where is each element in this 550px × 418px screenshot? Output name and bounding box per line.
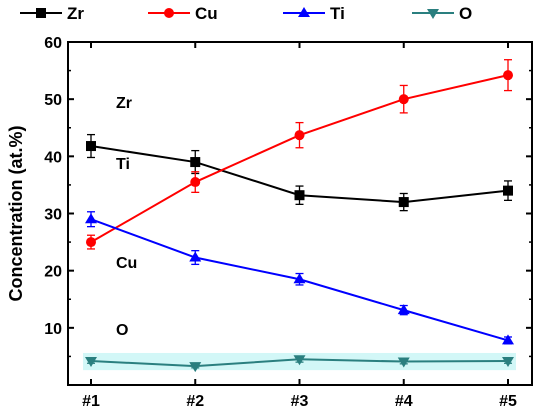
legend-label: Ti [330, 4, 345, 23]
legend-label: Zr [67, 4, 84, 23]
data-point-ti [85, 213, 97, 224]
y-tick-label: 20 [44, 264, 62, 281]
legend-marker [164, 8, 174, 18]
data-point-zr [503, 185, 513, 196]
plot-border [67, 41, 533, 386]
data-point-cu [86, 237, 96, 248]
series-layer [83, 59, 516, 373]
data-point-zr [294, 190, 305, 201]
annotation-label: O [116, 322, 128, 339]
series-line-cu [90, 74, 509, 243]
data-point-o [85, 356, 97, 367]
data-point-cu [503, 70, 513, 81]
legend-item-zr: Zr [20, 4, 84, 23]
data-point-o [397, 357, 410, 368]
y-tick-label: 50 [44, 92, 62, 109]
data-point-ti [293, 273, 306, 284]
annotations: Zr Ti Cu O [116, 95, 137, 339]
data-point-o [502, 356, 514, 367]
legend-marker [298, 7, 310, 17]
annotation-label: Ti [116, 156, 130, 173]
data-point-zr [398, 197, 409, 208]
data-point-zr [86, 141, 96, 152]
data-point-zr [190, 157, 201, 168]
y-tick-label: 60 [44, 35, 62, 52]
y-tick-label: 10 [44, 321, 62, 338]
legend-item-ti: Ti [283, 4, 345, 23]
x-tick-label: #2 [186, 393, 204, 410]
annotation-label: Zr [116, 95, 132, 112]
series-ti [85, 211, 514, 345]
x-tick-label: #4 [395, 393, 413, 410]
legend-label: Cu [195, 4, 218, 23]
legend-item-cu: Cu [148, 4, 218, 23]
legend-marker [36, 8, 46, 18]
y-axis-label: Concentration (at.%) [6, 125, 26, 301]
data-point-ti [189, 251, 202, 262]
series-o [83, 352, 516, 373]
x-tick-label: #3 [291, 393, 309, 410]
annotation-label: Cu [116, 255, 137, 272]
legend: Zr Cu Ti O [20, 4, 472, 23]
y-tick-label: 30 [44, 207, 62, 224]
data-point-o [293, 355, 306, 366]
legend-marker [427, 9, 439, 19]
x-tick-label: #1 [82, 393, 100, 410]
y-tick-label: 40 [44, 149, 62, 166]
data-point-cu [294, 130, 305, 141]
data-point-o [189, 362, 202, 373]
data-point-ti [397, 304, 410, 315]
data-point-cu [398, 94, 409, 105]
series-cu [86, 59, 513, 250]
data-point-ti [502, 334, 514, 345]
series-zr [86, 133, 513, 212]
legend-label: O [459, 4, 472, 23]
plot-frame [67, 41, 533, 386]
legend-item-o: O [412, 4, 472, 23]
data-point-cu [190, 177, 201, 188]
axis-ticks: #1 #2 #3 #4 #5 10 20 30 40 50 60 [44, 35, 532, 410]
x-tick-label: #5 [499, 393, 517, 410]
